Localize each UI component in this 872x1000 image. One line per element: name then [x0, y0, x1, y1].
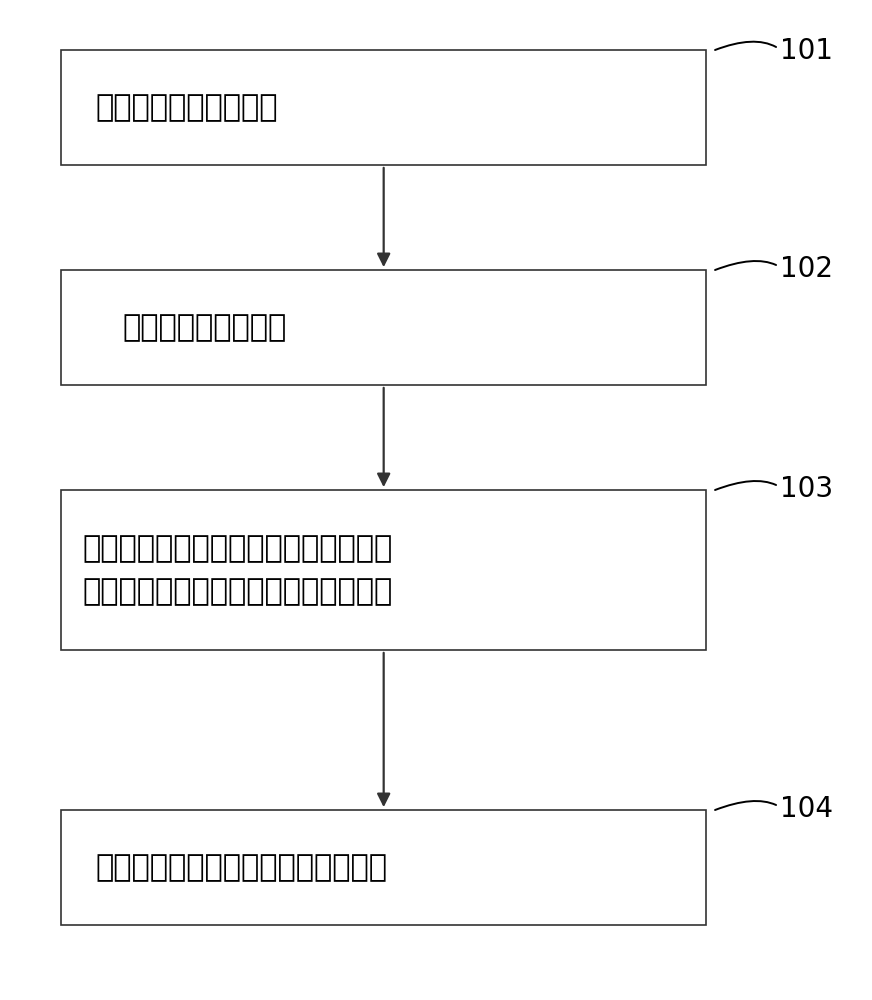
- Text: 导航至第一预约位置: 导航至第一预约位置: [122, 313, 286, 342]
- Bar: [61, 50, 706, 165]
- Text: 101: 101: [780, 37, 834, 65]
- Bar: [61, 490, 706, 650]
- Text: 104: 104: [780, 795, 834, 823]
- Text: 获取第一预约清洗指令: 获取第一预约清洗指令: [96, 93, 278, 122]
- Text: 在检测到待清洗物品已放入容纳装置中
的情况下，控制容纳装置进入清洗池中: 在检测到待清洗物品已放入容纳装置中 的情况下，控制容纳装置进入清洗池中: [83, 534, 393, 606]
- Text: 102: 102: [780, 255, 834, 283]
- Bar: [61, 270, 706, 385]
- Bar: [61, 810, 706, 925]
- Text: 103: 103: [780, 475, 834, 503]
- Text: 对清洗池中的待清洗餐具进行预处理: 对清洗池中的待清洗餐具进行预处理: [96, 853, 388, 882]
